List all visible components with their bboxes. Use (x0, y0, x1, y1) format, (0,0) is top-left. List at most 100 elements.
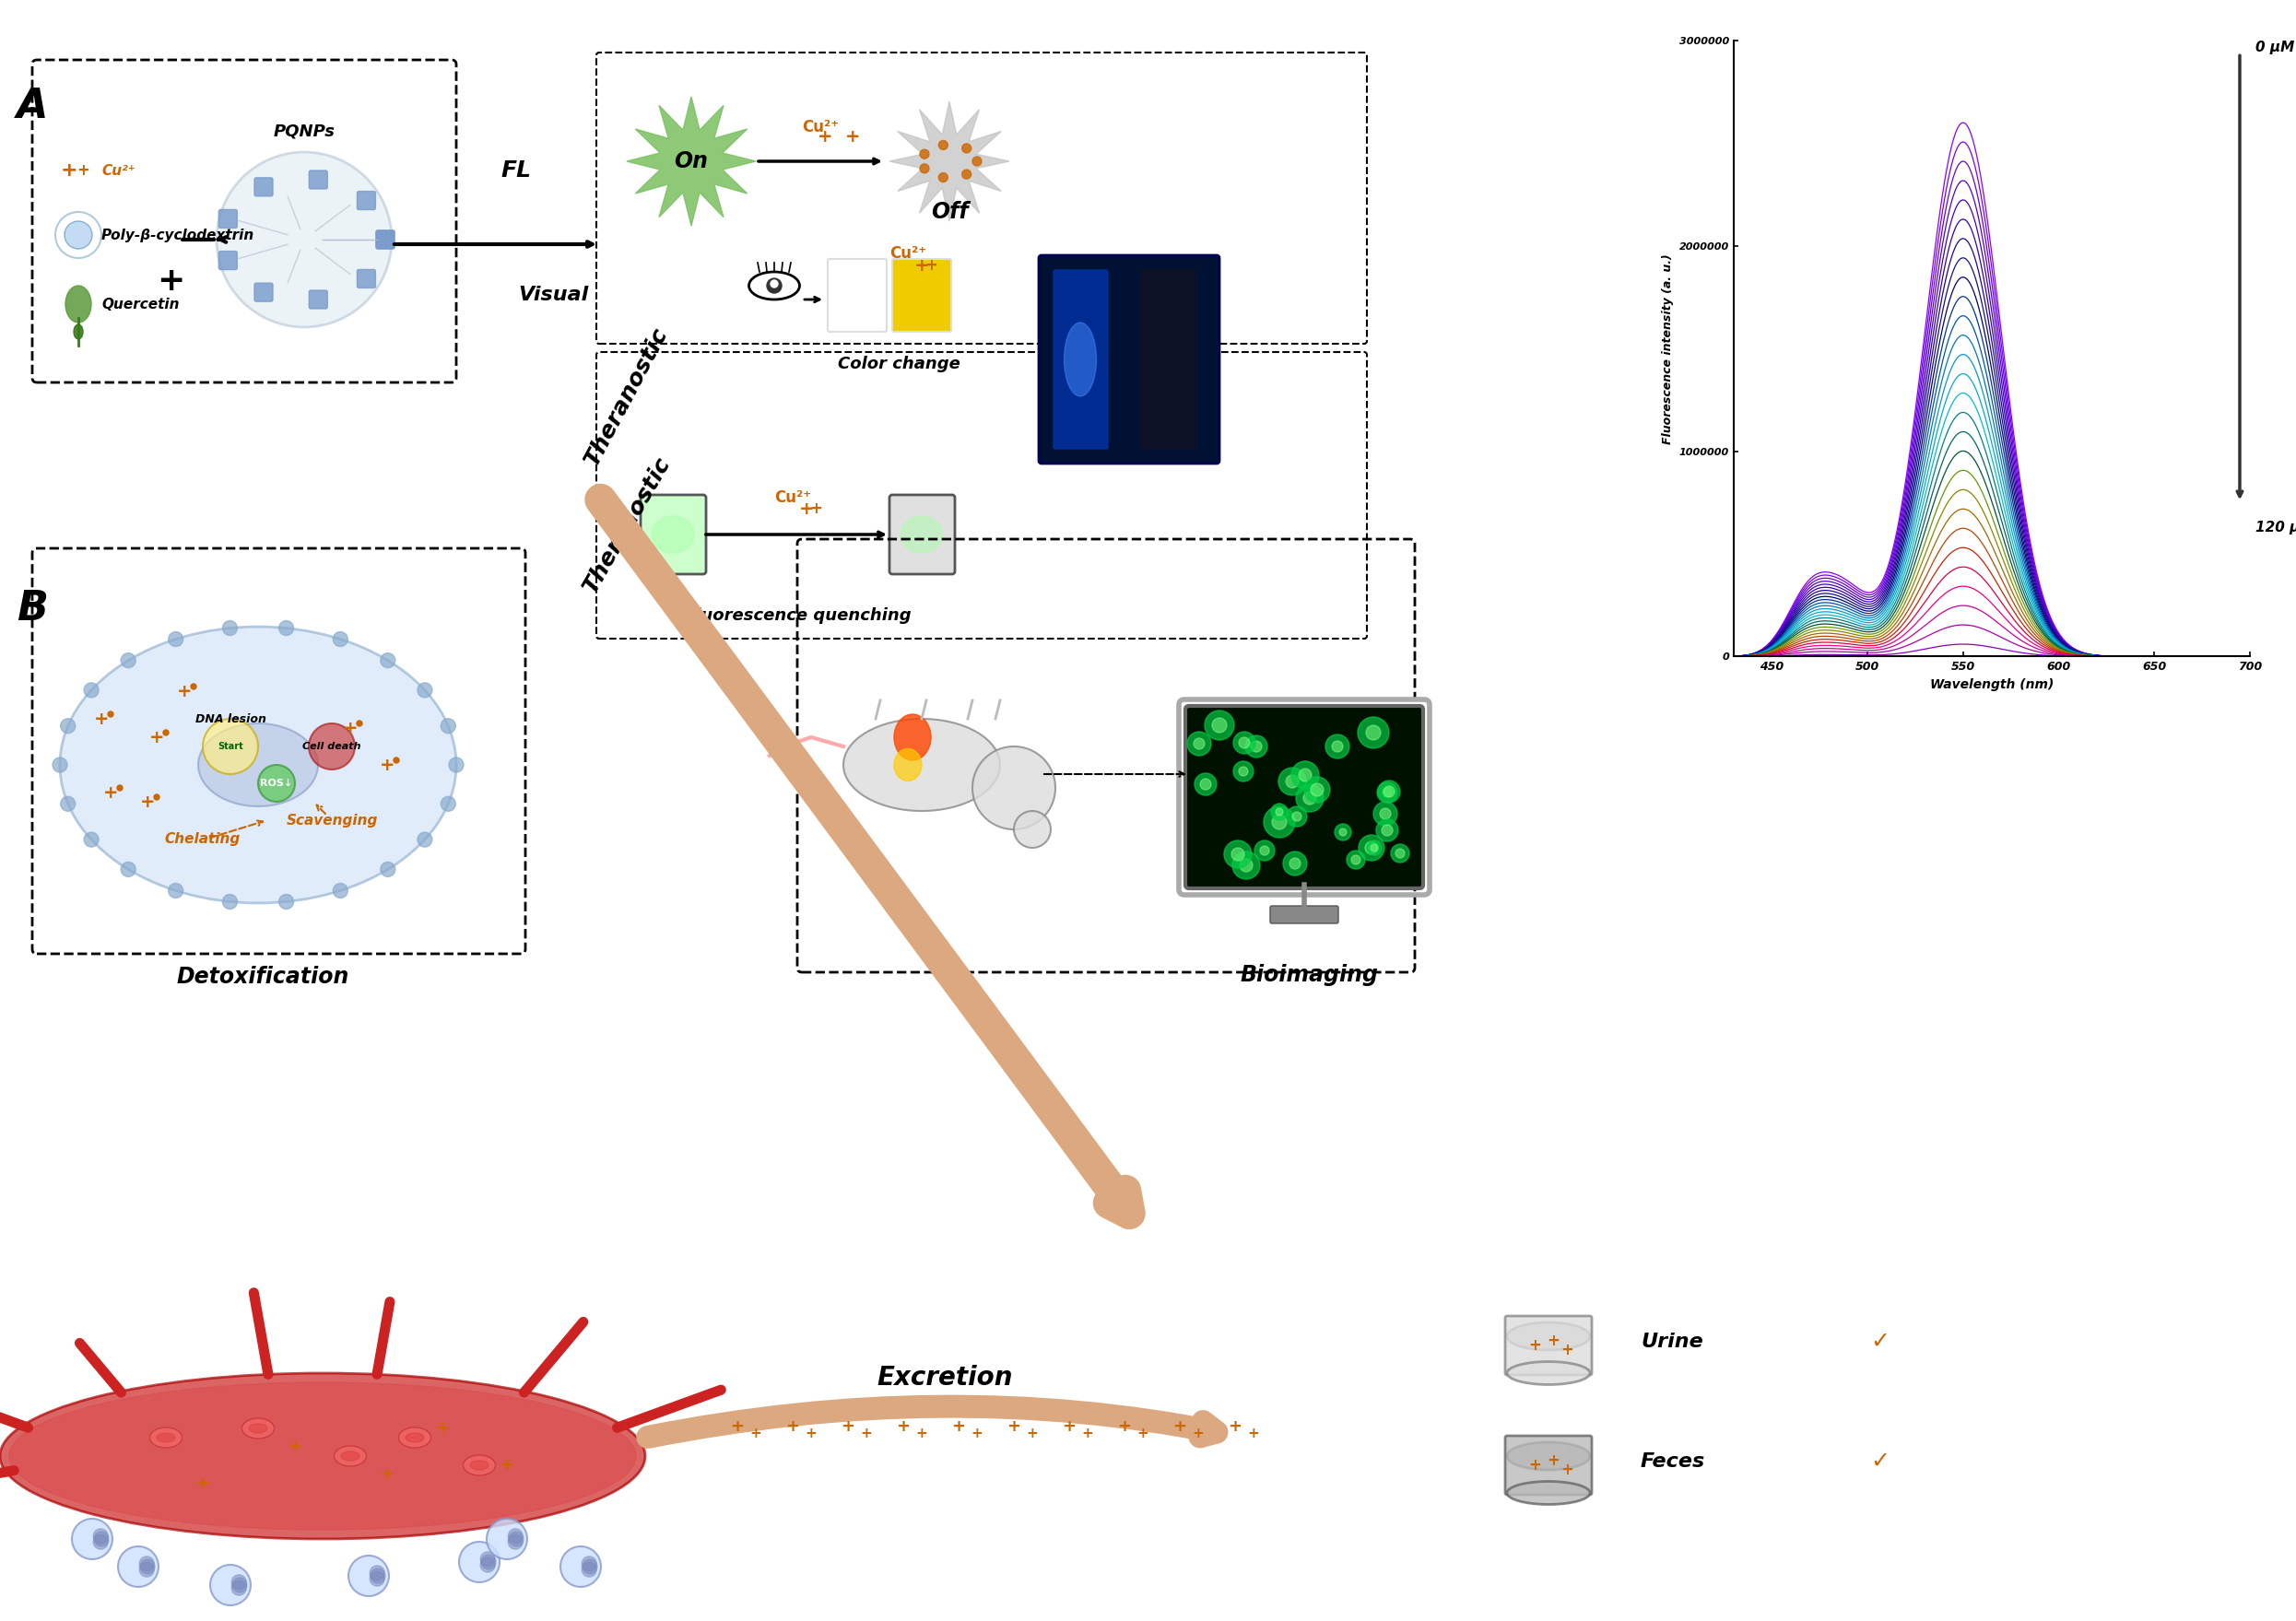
Text: With Cu²⁺: With Cu²⁺ (1143, 230, 1192, 240)
Circle shape (939, 141, 948, 149)
FancyBboxPatch shape (255, 178, 273, 196)
Circle shape (507, 1529, 523, 1543)
Circle shape (1233, 851, 1261, 879)
Circle shape (381, 862, 395, 877)
Text: Without Cu²⁺: Without Cu²⁺ (1047, 230, 1114, 240)
Text: +: + (785, 1418, 799, 1435)
Ellipse shape (241, 1418, 273, 1438)
Text: +: + (1008, 1418, 1022, 1435)
Y-axis label: Fluorescence intensity (a. u.): Fluorescence intensity (a. u.) (1662, 253, 1674, 444)
Circle shape (60, 796, 76, 810)
Ellipse shape (900, 515, 944, 553)
Circle shape (370, 1566, 383, 1580)
Circle shape (1272, 815, 1286, 830)
Circle shape (974, 157, 983, 165)
Circle shape (581, 1556, 597, 1571)
Circle shape (154, 794, 158, 799)
Text: +: + (895, 1418, 909, 1435)
Circle shape (71, 1519, 113, 1559)
Circle shape (418, 682, 432, 697)
Ellipse shape (893, 749, 921, 781)
Text: +: + (1081, 1426, 1093, 1439)
Circle shape (507, 1535, 523, 1550)
Text: Poly-β-cyclodextrin: Poly-β-cyclodextrin (101, 229, 255, 242)
Circle shape (94, 1529, 108, 1543)
FancyBboxPatch shape (358, 269, 377, 289)
Ellipse shape (406, 1433, 425, 1443)
Circle shape (1334, 823, 1352, 840)
Text: +: + (94, 710, 108, 728)
Text: B: B (16, 588, 48, 627)
Text: Color change: Color change (838, 355, 960, 373)
Circle shape (939, 173, 948, 182)
Text: +: + (149, 728, 165, 746)
Text: +: + (971, 1426, 983, 1439)
Text: ✓: ✓ (1871, 1451, 1890, 1472)
Circle shape (257, 765, 294, 802)
Circle shape (921, 149, 930, 159)
Circle shape (349, 1556, 388, 1597)
FancyBboxPatch shape (893, 259, 951, 332)
Circle shape (1261, 846, 1270, 856)
Text: +: + (195, 1475, 209, 1491)
Ellipse shape (73, 324, 83, 339)
Circle shape (1286, 775, 1300, 788)
Circle shape (216, 152, 393, 327)
Circle shape (560, 1546, 602, 1587)
Text: +: + (1548, 1332, 1559, 1349)
Ellipse shape (471, 1461, 489, 1470)
Ellipse shape (9, 1383, 636, 1530)
FancyBboxPatch shape (310, 290, 328, 308)
Circle shape (278, 621, 294, 635)
Circle shape (1283, 851, 1306, 875)
FancyBboxPatch shape (358, 191, 377, 209)
FancyBboxPatch shape (255, 284, 273, 302)
Ellipse shape (0, 1373, 645, 1538)
FancyBboxPatch shape (1270, 906, 1339, 924)
Circle shape (122, 653, 135, 668)
Ellipse shape (67, 285, 92, 323)
Ellipse shape (1506, 1362, 1589, 1384)
Circle shape (333, 632, 347, 647)
Circle shape (482, 1555, 496, 1569)
Circle shape (1233, 731, 1256, 754)
Circle shape (1290, 762, 1318, 789)
FancyBboxPatch shape (641, 494, 707, 574)
FancyBboxPatch shape (889, 494, 955, 574)
Circle shape (140, 1556, 154, 1571)
FancyBboxPatch shape (1054, 271, 1109, 449)
Text: +: + (916, 1426, 928, 1439)
Circle shape (974, 746, 1056, 830)
Circle shape (64, 220, 92, 248)
FancyBboxPatch shape (1038, 254, 1219, 464)
Circle shape (1304, 791, 1316, 804)
Circle shape (1359, 835, 1384, 861)
Text: +: + (808, 501, 822, 517)
Circle shape (1233, 762, 1254, 781)
Circle shape (1015, 810, 1052, 848)
Circle shape (1240, 738, 1249, 749)
Circle shape (480, 1551, 496, 1566)
Text: Cu²⁺: Cu²⁺ (101, 164, 135, 177)
Text: +: + (287, 1438, 301, 1456)
Text: +  +: + + (817, 128, 861, 146)
Text: +: + (799, 499, 815, 517)
Circle shape (381, 653, 395, 668)
Text: Cu²⁺: Cu²⁺ (889, 245, 925, 261)
Text: Theranostic: Theranostic (579, 454, 675, 597)
FancyBboxPatch shape (1506, 1316, 1591, 1375)
Circle shape (921, 164, 930, 173)
Text: +: + (436, 1420, 450, 1436)
Circle shape (1251, 741, 1263, 752)
Circle shape (1205, 710, 1235, 741)
Text: +: + (1192, 1426, 1203, 1439)
Circle shape (117, 1546, 158, 1587)
Circle shape (581, 1563, 597, 1577)
Text: Theranostic: Theranostic (581, 324, 673, 468)
Circle shape (1300, 768, 1311, 781)
FancyBboxPatch shape (377, 230, 395, 248)
Circle shape (1277, 809, 1283, 815)
Ellipse shape (464, 1456, 496, 1475)
Text: +: + (1247, 1426, 1261, 1439)
Circle shape (1391, 845, 1410, 862)
